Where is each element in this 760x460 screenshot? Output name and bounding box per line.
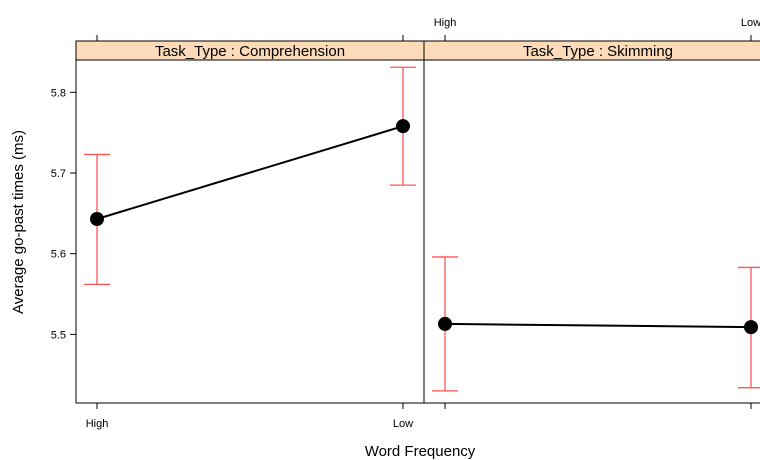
data-point [396, 119, 410, 134]
data-point [438, 316, 452, 331]
series-line [444, 322, 752, 329]
y-tick-label: 5.6 [51, 249, 66, 261]
y-tick-label: 5.7 [51, 168, 66, 180]
series-line [96, 125, 404, 220]
data-point [744, 320, 758, 335]
panel-strip-label: Task_Type : Skimming [523, 43, 673, 60]
y-axis-title: Average go-past times (ms) [10, 130, 27, 314]
x-tick-label: Low [393, 418, 413, 430]
y-tick-label: 5.5 [51, 329, 66, 341]
data-point [90, 211, 104, 226]
panel-frame [423, 59, 760, 404]
x-tick-label-top: Low [741, 17, 760, 29]
panel-frame [75, 59, 425, 404]
axes-layer: 5.5 5.6 5.7 5.8 [51, 87, 76, 341]
panel-strip-label: Task_Type : Comprehension [155, 43, 345, 60]
x-axis-title: Word Frequency [365, 443, 476, 460]
x-tick-label-top: High [434, 17, 457, 29]
y-tick-label: 5.8 [51, 87, 66, 99]
panels-layer: Task_Type : Comprehension High Low Task_Typ… [75, 17, 760, 430]
x-tick-label: High [86, 418, 109, 430]
